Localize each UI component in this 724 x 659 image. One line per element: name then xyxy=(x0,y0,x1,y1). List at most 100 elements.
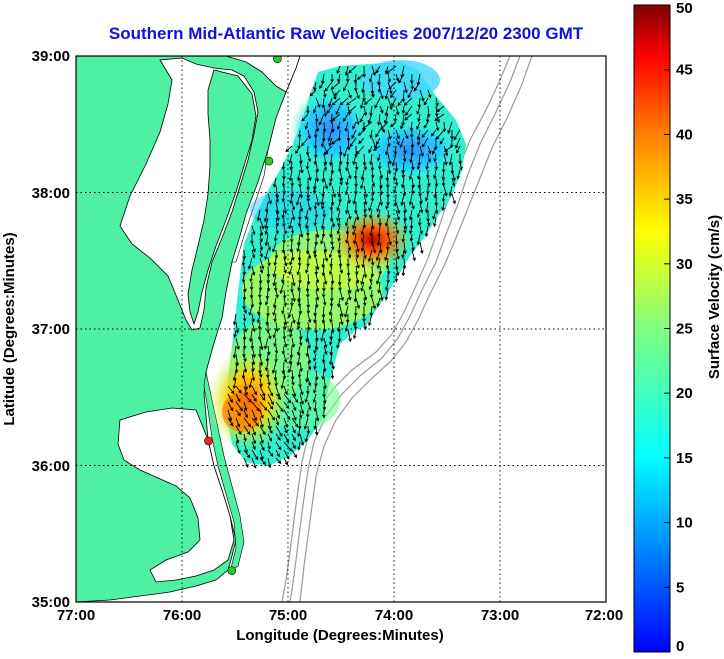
velocity-vector xyxy=(363,105,368,117)
velocity-vector xyxy=(264,297,269,306)
velocity-vector xyxy=(327,129,333,142)
colorbar: 0 5 10 15 20 25 30 35 40 45 50 Surface Velocity (c… xyxy=(633,0,723,655)
velocity-vector xyxy=(315,161,320,173)
velocity-vector xyxy=(408,193,413,206)
velocity-vector xyxy=(376,201,381,213)
velocity-vector xyxy=(432,169,437,180)
velocity-vector xyxy=(315,225,320,239)
velocity-vector xyxy=(345,233,349,244)
velocity-vector xyxy=(328,305,333,316)
x-tick-label: 77:00 xyxy=(57,607,95,624)
velocity-vector xyxy=(433,153,437,163)
velocity-vector xyxy=(321,265,326,277)
velocity-vector xyxy=(273,233,278,242)
velocity-vector xyxy=(331,217,336,228)
velocity-vector xyxy=(435,121,440,132)
velocity-vector xyxy=(411,161,415,171)
velocity-vector xyxy=(264,225,269,235)
velocity-vector xyxy=(296,241,301,253)
velocity-vector xyxy=(451,193,456,205)
velocity-vector xyxy=(387,137,391,148)
velocity-vector xyxy=(304,393,309,403)
velocity-vector xyxy=(288,265,293,276)
velocity-vector xyxy=(297,281,301,292)
velocity-vector xyxy=(419,201,424,214)
velocity-vector xyxy=(348,65,357,74)
velocity-vector xyxy=(283,313,288,326)
velocity-vector xyxy=(349,137,357,148)
velocity-vector xyxy=(434,113,445,122)
velocity-vector xyxy=(299,361,304,373)
velocity-vector xyxy=(347,249,352,259)
velocity-vector xyxy=(258,289,262,299)
velocity-vector xyxy=(243,441,249,454)
velocity-vector xyxy=(330,81,341,90)
velocity-vector xyxy=(291,209,296,221)
velocity-vector xyxy=(227,417,234,427)
velocity-vector xyxy=(395,201,401,215)
velocity-vector xyxy=(287,305,293,319)
velocity-vector xyxy=(264,217,269,230)
chart-title: Southern Mid-Atlantic Raw Velocities 200… xyxy=(109,24,584,43)
velocity-vector xyxy=(456,169,461,180)
velocity-vector xyxy=(417,113,421,123)
velocity-vector xyxy=(376,153,381,162)
velocity-vector xyxy=(371,89,375,98)
velocity-vector xyxy=(272,305,277,317)
velocity-vector xyxy=(322,121,327,133)
velocity-vector xyxy=(290,177,295,187)
velocity-vector xyxy=(297,369,302,379)
velocity-vector xyxy=(299,337,303,347)
velocity-vector xyxy=(265,289,270,300)
velocity-vector xyxy=(419,225,424,235)
velocity-vector xyxy=(331,97,341,106)
velocity-vector xyxy=(259,225,264,237)
velocity-vector xyxy=(362,297,367,307)
velocity-vector xyxy=(307,401,312,411)
velocity-vector xyxy=(290,298,294,307)
velocity-vector xyxy=(360,97,365,110)
velocity-vector xyxy=(259,409,264,419)
velocity-vector xyxy=(435,97,439,107)
velocity-vector xyxy=(352,193,357,205)
velocity-vector xyxy=(296,169,301,182)
velocity-vector xyxy=(401,249,405,259)
velocity-vector xyxy=(301,137,309,147)
velocity-vector xyxy=(369,129,373,139)
velocity-vector xyxy=(306,289,310,299)
velocity-vector xyxy=(265,353,270,363)
velocity-vector xyxy=(339,305,344,318)
velocity-vector xyxy=(377,113,381,126)
velocity-vector xyxy=(243,305,248,315)
velocity-vector xyxy=(235,425,242,435)
velocity-vector xyxy=(328,137,333,147)
velocity-vector xyxy=(283,457,289,466)
velocity-vector xyxy=(296,353,301,367)
velocity-vector xyxy=(289,329,293,338)
velocity-vector xyxy=(374,97,381,109)
velocity-vector xyxy=(403,217,408,230)
velocity-vector xyxy=(339,169,344,182)
velocity-vector xyxy=(259,241,264,251)
velocity-vector xyxy=(403,81,408,94)
velocity-vector xyxy=(355,297,361,310)
velocity-vector xyxy=(304,433,309,443)
delaware-bay xyxy=(225,56,301,93)
velocity-vector xyxy=(313,217,318,227)
velocity-vector xyxy=(318,81,325,89)
velocity-vector xyxy=(272,329,277,339)
velocity-vector xyxy=(273,337,277,348)
velocity-vector xyxy=(329,337,333,346)
x-tick-label: 73:00 xyxy=(481,607,519,624)
velocity-vector xyxy=(315,257,320,271)
velocity-vector xyxy=(321,201,325,210)
velocity-vector xyxy=(307,313,312,324)
velocity-vector xyxy=(342,81,349,92)
velocity-vector xyxy=(434,177,439,188)
velocity-vector xyxy=(257,305,261,316)
velocity-vector xyxy=(283,297,288,307)
velocity-vector xyxy=(410,185,415,195)
velocity-vector xyxy=(329,329,333,341)
velocity-vector xyxy=(395,129,400,140)
velocity-vector xyxy=(296,313,301,326)
